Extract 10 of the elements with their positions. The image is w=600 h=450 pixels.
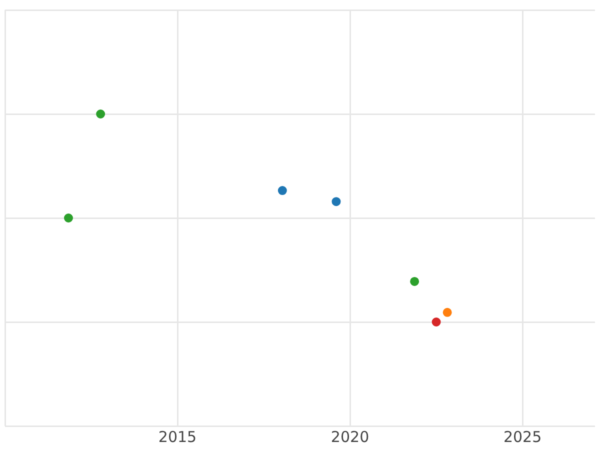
x-tick-label: 2025 xyxy=(503,428,542,446)
point xyxy=(278,186,287,196)
x-tick-label: 2015 xyxy=(158,428,197,446)
point xyxy=(442,308,452,317)
x-tick-label: 2020 xyxy=(330,428,370,446)
point xyxy=(64,214,73,222)
point xyxy=(96,110,106,118)
point xyxy=(410,276,420,286)
point xyxy=(432,318,441,326)
point xyxy=(332,197,341,206)
